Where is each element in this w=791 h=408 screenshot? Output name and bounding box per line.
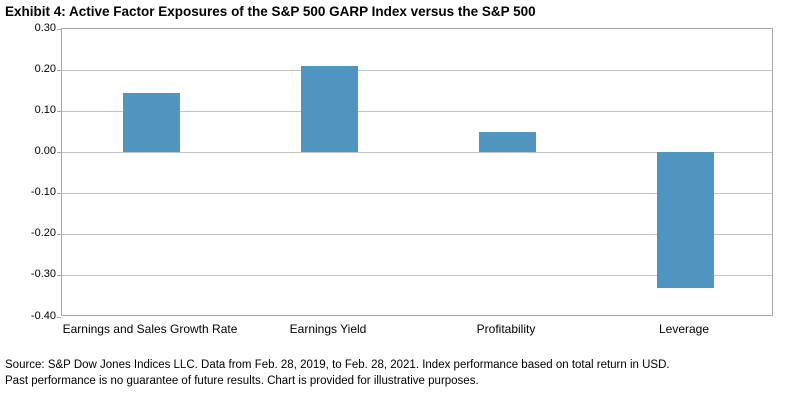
y-tick-mark <box>57 234 61 236</box>
bar-earnings-yield <box>300 66 358 153</box>
source-note-line1: Source: S&P Dow Jones Indices LLC. Data … <box>5 359 670 371</box>
x-category-label: Leverage <box>658 322 710 336</box>
plot-area <box>57 28 773 318</box>
y-tick-label: 0.10 <box>34 103 56 116</box>
y-tick-label: 0.30 <box>34 21 56 34</box>
x-category-label: Profitability <box>476 322 536 336</box>
x-category-label: Earnings Yield <box>289 322 367 336</box>
bar-earnings-and-sales-growth-rate <box>122 92 180 153</box>
chart-title: Exhibit 4: Active Factor Exposures of th… <box>5 4 536 19</box>
gridline--0.10 <box>62 193 772 195</box>
y-tick-label: 0.20 <box>34 62 56 75</box>
y-tick-mark <box>57 69 61 71</box>
source-note-line2: Past performance is no guarantee of futu… <box>5 375 479 387</box>
gridline-0.20 <box>62 69 772 71</box>
gridline--0.20 <box>62 234 772 236</box>
bar-leverage <box>656 152 714 289</box>
y-tick-mark <box>57 316 61 318</box>
gridline-0.00 <box>62 151 772 153</box>
y-tick-mark <box>57 28 61 30</box>
bar-profitability <box>478 131 536 153</box>
y-tick-label: 0.00 <box>34 144 56 157</box>
y-tick-mark <box>57 275 61 277</box>
y-tick-label: -0.30 <box>30 268 56 281</box>
y-tick-label: -0.40 <box>30 309 56 322</box>
x-category-label: Earnings and Sales Growth Rate <box>62 322 238 336</box>
gridline-0.10 <box>62 110 772 112</box>
y-tick-mark <box>57 110 61 112</box>
y-tick-mark <box>57 193 61 195</box>
y-tick-label: -0.20 <box>30 227 56 240</box>
y-tick-label: -0.10 <box>30 186 56 199</box>
gridline--0.30 <box>62 275 772 277</box>
y-tick-mark <box>57 151 61 153</box>
